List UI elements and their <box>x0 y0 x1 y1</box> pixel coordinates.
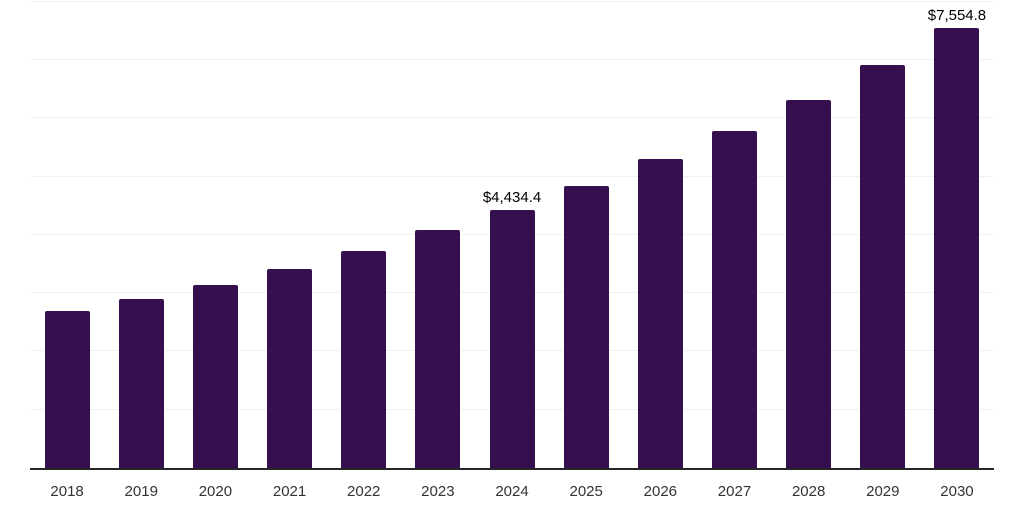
x-tick-label-2023: 2023 <box>421 483 455 500</box>
bar-2029 <box>860 65 906 468</box>
bar-2020 <box>192 285 238 468</box>
gridline <box>30 117 994 118</box>
bar-2027 <box>711 130 757 468</box>
x-tick-label-2027: 2027 <box>717 483 752 500</box>
bar-2026 <box>637 159 683 468</box>
bar-slot-2029 <box>846 0 920 468</box>
x-tick-label-2022: 2022 <box>347 483 381 500</box>
bar-2019 <box>118 298 164 468</box>
x-tick-label-2024: 2024 <box>495 483 529 500</box>
bar-slot-2019 <box>104 0 178 468</box>
bar-slot-2022 <box>327 0 401 468</box>
gridline <box>30 1 994 2</box>
x-tick-label-2021: 2021 <box>272 483 307 500</box>
bar-value-label-2030: $7,554.8 <box>927 6 987 24</box>
gridline <box>30 176 994 177</box>
x-tick-label-2030: 2030 <box>940 483 974 500</box>
bar-2022 <box>341 251 387 468</box>
x-axis-labels: 2018 2019 2020 2021 2022 2023 2024 2025 2026 2027… <box>30 470 994 512</box>
bar-slot-2024: $4,434.4 <box>475 0 549 468</box>
x-tick-label-2025: 2025 <box>569 483 603 500</box>
bar-slot-2023 <box>401 0 475 468</box>
x-tick-label-2019: 2019 <box>124 483 158 500</box>
bar-slot-2026 <box>623 0 697 468</box>
x-tick-label-2029: 2029 <box>866 483 900 500</box>
bar-value-label-2024: $4,434.4 <box>482 188 542 206</box>
bar-2018 <box>44 311 90 468</box>
bar-slot-2021 <box>252 0 326 468</box>
gridline <box>30 59 994 60</box>
plot-area: $4,434.4 $7,554.8 <box>30 0 994 470</box>
bar-2024: $4,434.4 <box>483 189 541 468</box>
bar-2021 <box>267 269 313 468</box>
x-tick-label-2020: 2020 <box>198 483 233 500</box>
x-tick-label-2026: 2026 <box>643 483 678 500</box>
bar-2030: $7,554.8 <box>928 7 986 468</box>
bar-slot-2018 <box>30 0 104 468</box>
bar-slot-2020 <box>178 0 252 468</box>
bar-slot-2030: $7,554.8 <box>920 0 994 468</box>
bar-slot-2028 <box>772 0 846 468</box>
x-tick-label-2028: 2028 <box>791 483 826 500</box>
bars-row: $4,434.4 $7,554.8 <box>30 0 994 468</box>
bar-2028 <box>786 99 832 468</box>
bar-2023 <box>415 230 461 468</box>
x-tick-label-2018: 2018 <box>50 483 84 500</box>
bar-slot-2027 <box>697 0 771 468</box>
bar-2025 <box>563 185 609 468</box>
bar-slot-2025 <box>549 0 623 468</box>
